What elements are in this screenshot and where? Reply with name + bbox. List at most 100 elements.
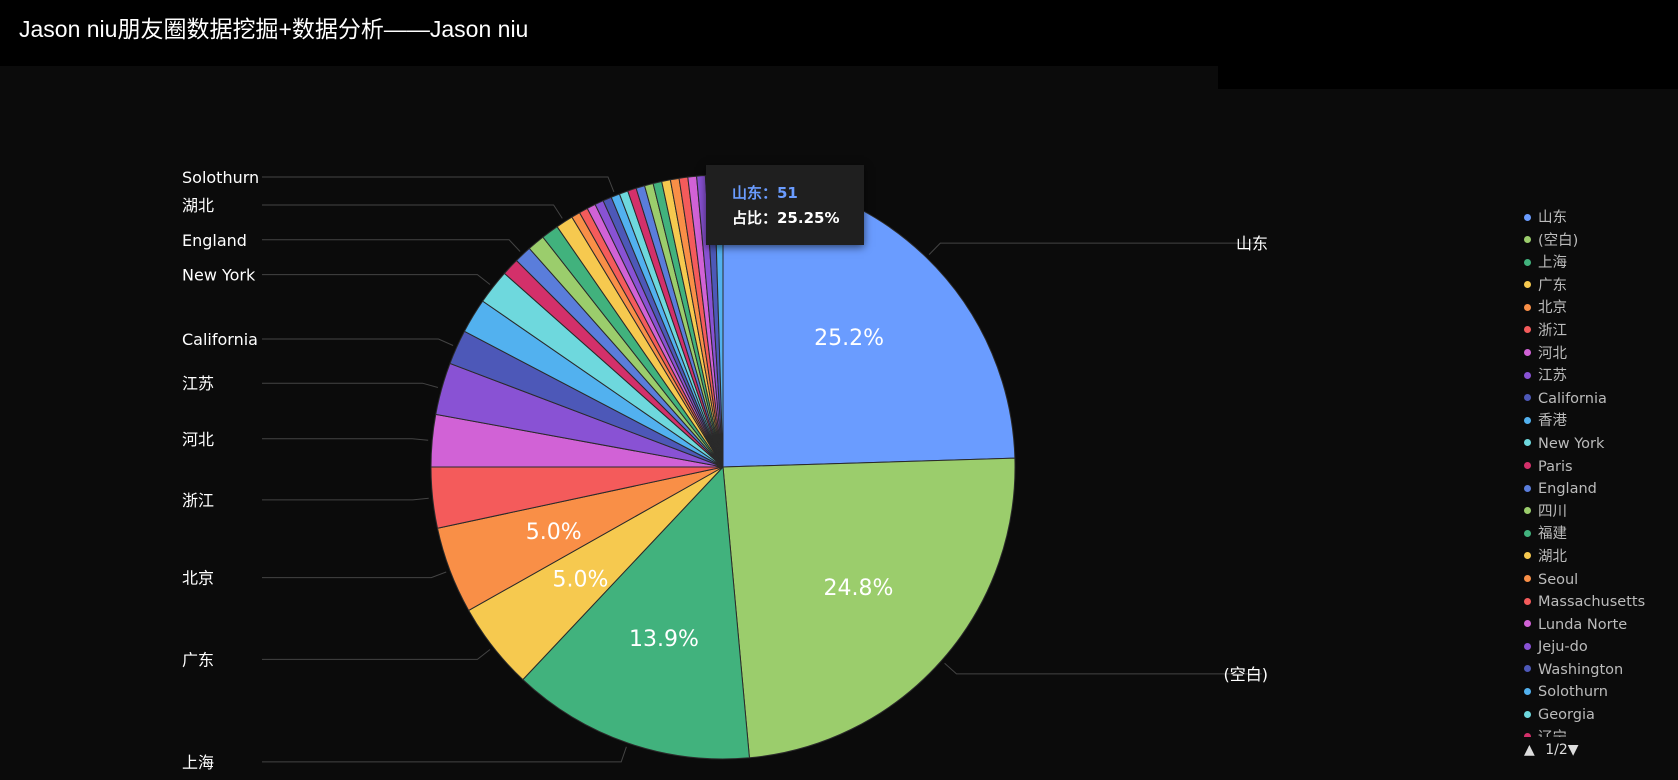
slice-percent-label: 25.2% — [814, 326, 884, 351]
legend-dot-icon — [1524, 439, 1531, 447]
legend-label: Jeju-do — [1538, 639, 1588, 656]
pie-slice-上海[interactable] — [522, 465, 750, 760]
label-leader-line — [262, 497, 429, 501]
legend-label: Massachusetts — [1538, 594, 1646, 611]
label-leader-line — [262, 438, 429, 441]
label-leader-line — [262, 746, 627, 763]
legend-dot-icon — [1524, 529, 1531, 537]
legend-item[interactable]: 北京 — [1524, 297, 1674, 320]
legend-label: 福建 — [1538, 526, 1567, 543]
slice-percent-label: 24.8% — [824, 576, 894, 601]
slice-outer-label: 江苏 — [182, 374, 214, 393]
legend-dot-icon — [1524, 371, 1531, 379]
legend-label: 上海 — [1538, 255, 1567, 272]
label-leader-line — [262, 338, 454, 346]
legend-label: California — [1538, 390, 1607, 407]
slice-outer-label: 山东 — [1236, 234, 1268, 253]
legend-item[interactable]: Paris — [1524, 456, 1674, 479]
legend-item[interactable]: England — [1524, 478, 1674, 501]
legend-dot-icon — [1524, 484, 1531, 492]
legend-dot-icon — [1524, 575, 1531, 582]
label-leader-line — [262, 204, 563, 219]
legend-item[interactable]: 广东 — [1524, 275, 1674, 298]
legend-item[interactable]: 福建 — [1524, 523, 1674, 546]
legend-item[interactable]: California — [1524, 388, 1674, 411]
legend-item[interactable]: Seoul — [1524, 569, 1674, 592]
legend-item[interactable]: 浙江 — [1524, 320, 1674, 343]
legend-label: Lunda Norte — [1538, 616, 1628, 633]
legend-item[interactable]: Jeju-do — [1524, 636, 1674, 659]
panel-corner — [1218, 66, 1678, 89]
legend-label: 江苏 — [1538, 368, 1567, 385]
legend-dot-icon — [1524, 258, 1531, 266]
legend-label: 浙江 — [1538, 322, 1567, 339]
legend-dot-icon — [1524, 733, 1531, 737]
legend-item[interactable]: 江苏 — [1524, 365, 1674, 388]
slice-outer-label: 上海 — [182, 753, 214, 772]
legend-item[interactable]: 四川 — [1524, 501, 1674, 524]
tooltip-value: 山东：51 — [732, 184, 798, 202]
legend-item[interactable]: 辽宁 — [1524, 727, 1674, 737]
legend-dot-icon — [1524, 642, 1531, 650]
legend-label: 广东 — [1538, 277, 1567, 294]
legend-label: 北京 — [1538, 300, 1567, 317]
label-leader-line — [262, 274, 491, 285]
slice-outer-label: New York — [182, 266, 256, 285]
legend-dot-icon — [1524, 349, 1531, 357]
legend-dot-icon — [1524, 665, 1531, 673]
legend-dot-icon — [1524, 687, 1531, 695]
slice-outer-label: England — [182, 231, 247, 250]
legend-label: Georgia — [1538, 707, 1595, 724]
legend-item[interactable]: 山东 — [1524, 207, 1674, 230]
legend-dot-icon — [1524, 394, 1531, 402]
legend-item[interactable]: 香港 — [1524, 410, 1674, 433]
chart-tooltip: 山东：51 占比：25.25% — [706, 165, 864, 245]
legend-label: 辽宁 — [1538, 730, 1567, 737]
legend-dot-icon — [1524, 597, 1531, 605]
legend-item[interactable]: 湖北 — [1524, 546, 1674, 569]
legend-item[interactable]: Washington — [1524, 659, 1674, 682]
pie-slices — [430, 174, 1016, 760]
legend-dot-icon — [1524, 416, 1531, 424]
outer-labels: 山东 (空白) 上海 广东 北京 浙江 河北 江苏 California New York Engl… — [182, 168, 1268, 772]
legend-dot-icon — [1524, 462, 1531, 470]
label-leader-line — [262, 649, 491, 660]
slice-percent-label: 5.0% — [526, 520, 582, 545]
label-leader-line — [262, 571, 447, 579]
legend-label: New York — [1538, 435, 1605, 452]
slice-outer-label: 北京 — [182, 569, 214, 588]
pie-slice-(空白)[interactable] — [722, 457, 1016, 759]
legend-dot-icon — [1524, 326, 1531, 334]
legend-item[interactable]: Georgia — [1524, 704, 1674, 727]
legend-dot-icon — [1524, 552, 1531, 560]
slice-outer-label: 浙江 — [182, 491, 214, 510]
legend-label: 湖北 — [1538, 548, 1567, 565]
page-title: Jason niu朋友圈数据挖掘+数据分析——Jason niu — [19, 16, 529, 42]
label-leader-line — [262, 239, 521, 252]
label-leader-line — [262, 176, 615, 193]
legend-dot-icon — [1524, 213, 1531, 221]
legend-label: Washington — [1538, 661, 1624, 678]
slice-outer-label: Solothurn — [182, 168, 259, 187]
tooltip-share: 占比：25.25% — [732, 209, 840, 227]
legend-label: England — [1538, 481, 1597, 498]
percent-labels: 25.2% 24.8% 13.9% 5.0% 5.0% — [526, 326, 894, 652]
legend-pager: ▲ 1/2▼ — [1524, 742, 1579, 758]
legend-label: Seoul — [1538, 571, 1579, 588]
legend-item[interactable]: 上海 — [1524, 252, 1674, 275]
slice-outer-label: 广东 — [182, 650, 214, 669]
legend-item[interactable]: Massachusetts — [1524, 591, 1674, 614]
legend-dot-icon — [1524, 303, 1531, 311]
legend-prev-icon[interactable]: ▲ — [1524, 742, 1535, 758]
legend-dot-icon — [1524, 620, 1531, 628]
legend-item[interactable]: (空白) — [1524, 230, 1674, 253]
legend-dot-icon — [1524, 281, 1531, 289]
legend-dot-icon — [1524, 507, 1531, 515]
legend-item[interactable]: Lunda Norte — [1524, 614, 1674, 637]
legend-next-icon[interactable]: ▼ — [1567, 742, 1579, 758]
legend-item[interactable]: New York — [1524, 433, 1674, 456]
legend-item[interactable]: Solothurn — [1524, 681, 1674, 704]
legend-item[interactable]: 河北 — [1524, 343, 1674, 366]
title-bar: Jason niu朋友圈数据挖掘+数据分析——Jason niu — [0, 0, 1678, 66]
